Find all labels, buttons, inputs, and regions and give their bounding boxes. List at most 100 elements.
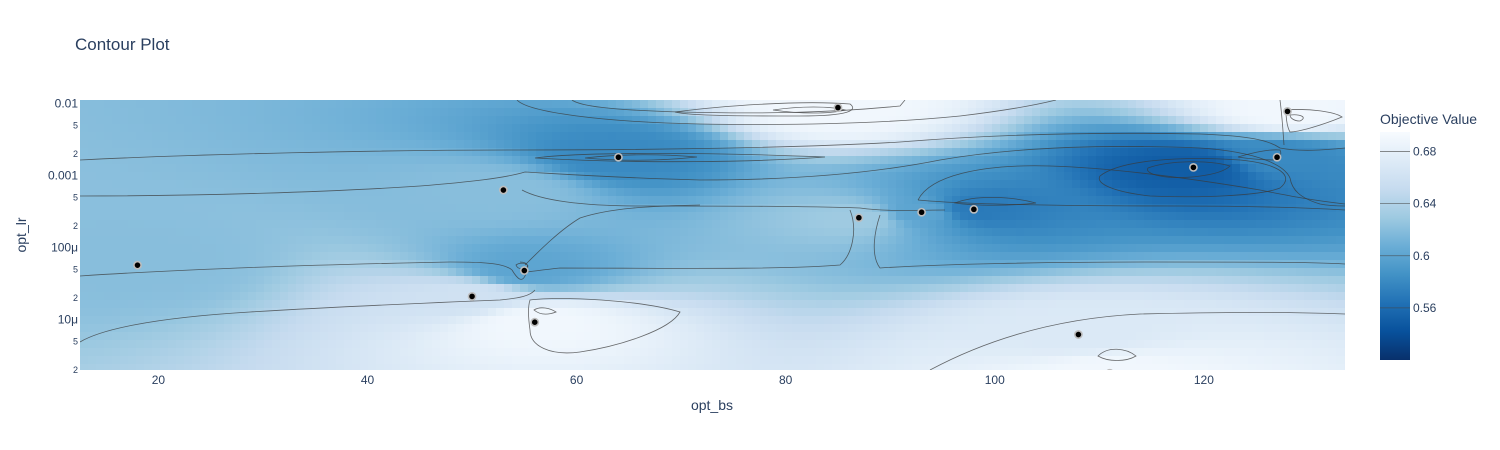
field-cell xyxy=(584,356,593,365)
field-cell xyxy=(648,124,657,133)
field-cell xyxy=(984,292,993,301)
field-cell xyxy=(944,188,953,197)
field-cell xyxy=(784,276,793,285)
field-cell xyxy=(800,284,809,293)
field-cell xyxy=(912,308,921,317)
field-cell xyxy=(120,284,129,293)
field-cell xyxy=(200,364,209,373)
field-cell xyxy=(672,356,681,365)
field-cell xyxy=(840,284,849,293)
field-cell xyxy=(384,140,393,149)
field-cell xyxy=(160,284,169,293)
field-cell xyxy=(232,124,241,133)
field-cell xyxy=(496,236,505,245)
field-cell xyxy=(392,140,401,149)
field-cell xyxy=(504,100,513,109)
field-cell xyxy=(472,356,481,365)
field-cell xyxy=(640,260,649,269)
field-cell xyxy=(144,172,153,181)
field-cell xyxy=(224,164,233,173)
field-cell xyxy=(640,140,649,149)
field-cell xyxy=(648,260,657,269)
field-cell xyxy=(672,340,681,349)
field-cell xyxy=(1192,244,1201,253)
field-cell xyxy=(1104,180,1113,189)
field-cell xyxy=(576,284,585,293)
field-cell xyxy=(920,164,929,173)
field-cell xyxy=(528,348,537,357)
field-cell xyxy=(256,340,265,349)
field-cell xyxy=(960,316,969,325)
field-cell xyxy=(680,268,689,277)
field-cell xyxy=(1240,356,1249,365)
field-cell xyxy=(312,308,321,317)
field-cell xyxy=(1168,348,1177,357)
field-cell xyxy=(616,348,625,357)
field-cell xyxy=(272,260,281,269)
field-cell xyxy=(256,204,265,213)
field-cell xyxy=(480,364,489,373)
field-cell xyxy=(160,172,169,181)
field-cell xyxy=(200,116,209,125)
field-cell xyxy=(792,244,801,253)
field-cell xyxy=(576,324,585,333)
field-cell xyxy=(1176,180,1185,189)
field-cell xyxy=(280,108,289,117)
field-cell xyxy=(352,340,361,349)
field-cell xyxy=(952,164,961,173)
field-cell xyxy=(704,212,713,221)
field-cell xyxy=(520,332,529,341)
field-cell xyxy=(968,124,977,133)
field-cell xyxy=(760,188,769,197)
field-cell xyxy=(976,116,985,125)
field-cell xyxy=(320,156,329,165)
field-cell xyxy=(512,244,521,253)
field-cell xyxy=(288,140,297,149)
field-cell xyxy=(208,164,217,173)
field-cell xyxy=(96,212,105,221)
field-cell xyxy=(1168,164,1177,173)
field-cell xyxy=(944,324,953,333)
field-cell xyxy=(872,164,881,173)
field-cell xyxy=(1176,164,1185,173)
field-cell xyxy=(800,252,809,261)
field-cell xyxy=(288,332,297,341)
field-cell xyxy=(264,340,273,349)
field-cell xyxy=(832,348,841,357)
field-cell xyxy=(480,244,489,253)
field-cell xyxy=(872,124,881,133)
field-cell xyxy=(624,316,633,325)
field-cell xyxy=(800,196,809,205)
field-cell xyxy=(1232,340,1241,349)
field-cell xyxy=(336,228,345,237)
field-cell xyxy=(744,332,753,341)
field-cell xyxy=(120,300,129,309)
field-cell xyxy=(88,308,97,317)
field-cell xyxy=(1008,252,1017,261)
field-cell xyxy=(264,180,273,189)
field-cell xyxy=(1032,180,1041,189)
field-cell xyxy=(1088,300,1097,309)
field-cell xyxy=(192,276,201,285)
field-cell xyxy=(216,116,225,125)
field-cell xyxy=(408,124,417,133)
field-cell xyxy=(744,300,753,309)
field-cell xyxy=(488,284,497,293)
field-cell xyxy=(584,180,593,189)
field-cell xyxy=(1032,164,1041,173)
field-cell xyxy=(672,308,681,317)
field-cell xyxy=(1080,348,1089,357)
field-cell xyxy=(928,172,937,181)
field-cell xyxy=(464,356,473,365)
field-cell xyxy=(304,284,313,293)
field-cell xyxy=(800,180,809,189)
field-cell xyxy=(896,188,905,197)
field-cell xyxy=(920,308,929,317)
field-cell xyxy=(1008,156,1017,165)
field-cell xyxy=(1104,340,1113,349)
field-cell xyxy=(384,148,393,157)
field-cell xyxy=(1040,316,1049,325)
field-cell xyxy=(736,204,745,213)
field-cell xyxy=(472,244,481,253)
field-cell xyxy=(752,132,761,141)
